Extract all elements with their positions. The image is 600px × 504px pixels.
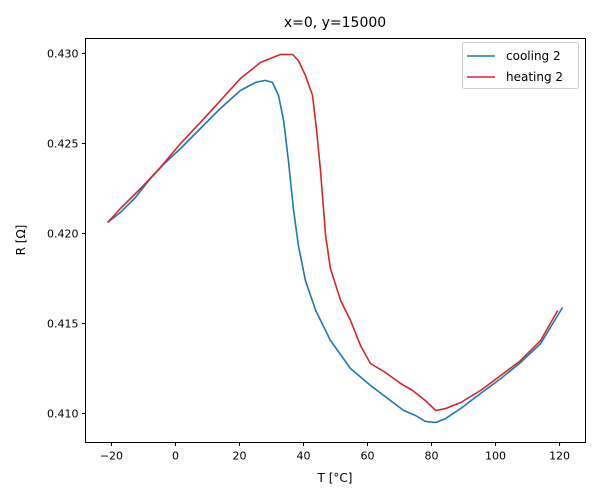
x-tick-label: 80: [425, 450, 439, 463]
y-tick-label: 0.410: [47, 408, 79, 421]
legend: cooling 2 heating 2: [462, 42, 579, 89]
x-tick-label: 120: [549, 450, 570, 463]
series-layer: [107, 53, 564, 424]
x-tick-label: 100: [485, 450, 506, 463]
x-axis-label: T [°C]: [317, 471, 353, 485]
x-tick-label: −20: [100, 450, 123, 463]
x-tick-label: 0: [172, 450, 179, 463]
legend-label: cooling 2: [506, 49, 561, 63]
series-line-cooling-2: [107, 79, 564, 424]
chart-title: x=0, y=15000: [284, 15, 386, 31]
y-tick-label: 0.420: [47, 227, 79, 240]
series-line-heating-2: [107, 53, 559, 412]
y-tick-label: 0.415: [47, 317, 79, 330]
x-tick-label: 40: [296, 450, 310, 463]
y-tick-label: 0.425: [47, 137, 79, 150]
x-ticks: −20 0 20 40 60 80 100 120: [100, 442, 570, 463]
legend-label: heating 2: [506, 70, 563, 84]
plot-frame: [85, 38, 586, 443]
y-tick-label: 0.430: [47, 47, 79, 60]
y-ticks: 0.410 0.415 0.420 0.425 0.430: [47, 47, 86, 421]
x-tick-label: 60: [361, 450, 375, 463]
y-axis-label: R [Ω]: [14, 225, 28, 256]
x-tick-label: 20: [232, 450, 246, 463]
